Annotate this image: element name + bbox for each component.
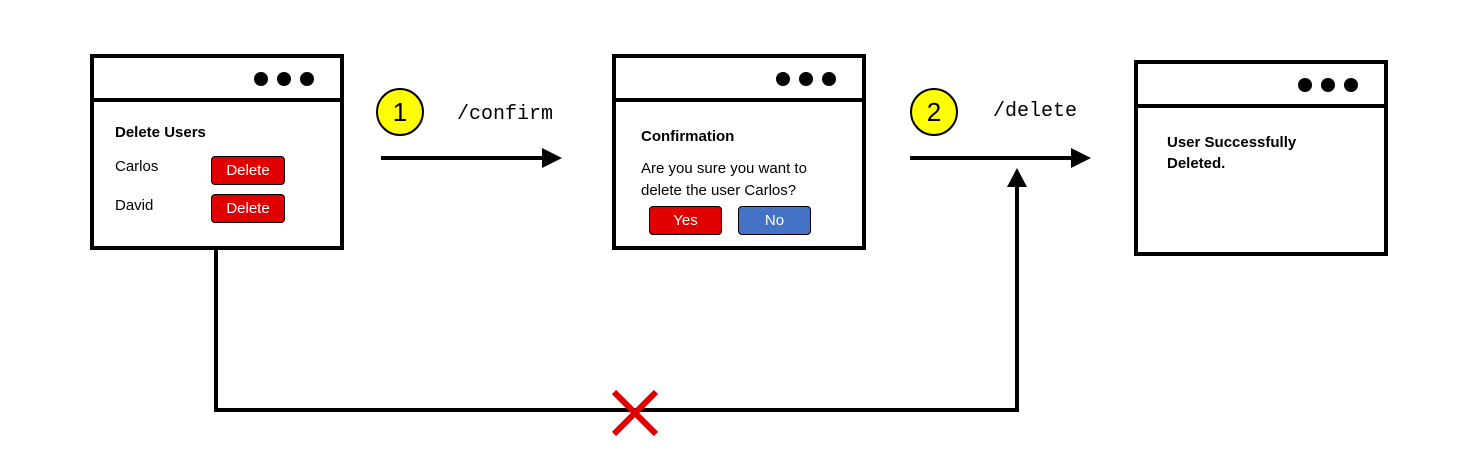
arrow-step-2 (910, 148, 1091, 168)
bypass-path (214, 168, 1027, 412)
yes-button[interactable]: Yes (649, 206, 722, 235)
step-2-badge: 2 (910, 88, 958, 136)
delete-carlos-button[interactable]: Delete (211, 156, 285, 185)
window-title-bar (1138, 64, 1384, 108)
confirm-endpoint-label: /confirm (457, 103, 554, 126)
window-menu-dots-icon[interactable] (254, 72, 314, 86)
arrow-step-1 (381, 148, 562, 168)
success-window: User Successfully Deleted. (1134, 60, 1388, 256)
confirmation-window: Confirmation Are you sure you want to de… (612, 54, 866, 250)
confirmation-question-line-2: delete the user Carlos? (641, 182, 797, 199)
delete-endpoint-label: /delete (993, 100, 1078, 123)
user-name-carlos: Carlos (115, 158, 159, 175)
blocked-x-icon (611, 389, 659, 437)
success-message-line-2: Deleted. (1167, 155, 1226, 172)
confirmation-question-line-1: Are you sure you want to (641, 160, 807, 177)
delete-users-window: Delete Users Carlos Delete David Delete (90, 54, 344, 250)
delete-david-button[interactable]: Delete (211, 194, 285, 223)
user-name-david: David (115, 197, 154, 214)
window-title-bar (616, 58, 862, 102)
success-message-line-1: User Successfully (1167, 134, 1297, 151)
window-title-bar (94, 58, 340, 102)
delete-users-title: Delete Users (115, 124, 206, 141)
window-menu-dots-icon[interactable] (1298, 78, 1358, 92)
window-menu-dots-icon[interactable] (776, 72, 836, 86)
step-1-badge: 1 (376, 88, 424, 136)
no-button[interactable]: No (738, 206, 811, 235)
confirmation-title: Confirmation (641, 128, 735, 145)
